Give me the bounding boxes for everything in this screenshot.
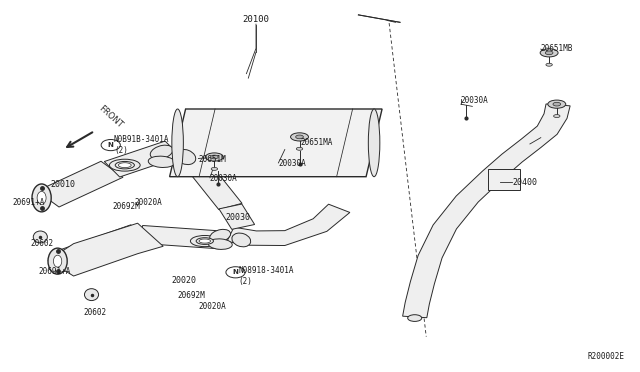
Ellipse shape <box>208 239 232 249</box>
Ellipse shape <box>84 289 99 301</box>
Ellipse shape <box>33 231 47 243</box>
Ellipse shape <box>210 230 230 242</box>
Ellipse shape <box>540 49 558 57</box>
Text: 20030A: 20030A <box>461 96 488 105</box>
Text: 20651M: 20651M <box>198 155 226 164</box>
Ellipse shape <box>296 147 303 150</box>
Circle shape <box>101 140 120 151</box>
Text: N08918-3401A
(2): N08918-3401A (2) <box>238 266 294 286</box>
Text: 20030A: 20030A <box>210 174 237 183</box>
Ellipse shape <box>118 163 131 167</box>
Text: R200002E: R200002E <box>587 352 624 361</box>
Polygon shape <box>139 225 223 249</box>
Text: N0B91B-3401A
(2): N0B91B-3401A (2) <box>114 135 170 155</box>
Text: N: N <box>232 269 239 275</box>
Ellipse shape <box>554 115 560 118</box>
Ellipse shape <box>48 248 67 274</box>
Text: 20400: 20400 <box>512 178 537 187</box>
Ellipse shape <box>172 109 184 177</box>
Text: 20020A: 20020A <box>198 302 226 311</box>
Bar <box>488 169 520 190</box>
Polygon shape <box>170 109 382 177</box>
Circle shape <box>226 267 245 278</box>
Text: N: N <box>108 142 114 148</box>
Text: 20100: 20100 <box>243 15 269 24</box>
Ellipse shape <box>148 156 175 167</box>
Ellipse shape <box>54 255 61 267</box>
Ellipse shape <box>191 235 219 247</box>
Ellipse shape <box>37 191 46 204</box>
Ellipse shape <box>211 155 218 159</box>
Text: 20692M: 20692M <box>178 291 205 300</box>
Ellipse shape <box>546 63 552 66</box>
Ellipse shape <box>32 184 51 212</box>
Polygon shape <box>48 223 163 276</box>
Ellipse shape <box>115 161 134 169</box>
Text: 20651MA: 20651MA <box>301 138 333 147</box>
Text: 20692M: 20692M <box>112 202 140 211</box>
Polygon shape <box>219 204 255 229</box>
Text: 20691+A: 20691+A <box>38 267 71 276</box>
Polygon shape <box>403 104 570 318</box>
Ellipse shape <box>109 159 140 171</box>
Ellipse shape <box>150 145 173 159</box>
Ellipse shape <box>205 153 223 161</box>
Text: FRONT: FRONT <box>97 103 125 129</box>
Text: 20651MB: 20651MB <box>541 44 573 53</box>
Text: 20691+A: 20691+A <box>13 198 45 207</box>
Ellipse shape <box>196 238 214 244</box>
Ellipse shape <box>548 100 566 108</box>
Ellipse shape <box>369 109 380 177</box>
Text: 20030: 20030 <box>225 213 250 222</box>
Ellipse shape <box>553 102 561 106</box>
Text: 20020A: 20020A <box>134 198 162 207</box>
Ellipse shape <box>211 167 218 170</box>
Text: 20602: 20602 <box>31 239 54 248</box>
Text: 20030A: 20030A <box>278 159 306 168</box>
Ellipse shape <box>545 51 553 55</box>
Ellipse shape <box>296 135 303 139</box>
Text: 20020: 20020 <box>172 276 196 285</box>
Polygon shape <box>37 161 123 207</box>
Text: 20602: 20602 <box>83 308 106 317</box>
Ellipse shape <box>199 239 211 243</box>
Text: 20010: 20010 <box>51 180 76 189</box>
Polygon shape <box>227 204 350 246</box>
Ellipse shape <box>408 315 422 321</box>
Ellipse shape <box>175 150 196 164</box>
Polygon shape <box>174 147 242 209</box>
Ellipse shape <box>291 133 308 141</box>
Polygon shape <box>57 225 151 270</box>
Polygon shape <box>104 141 180 177</box>
Ellipse shape <box>232 233 251 247</box>
